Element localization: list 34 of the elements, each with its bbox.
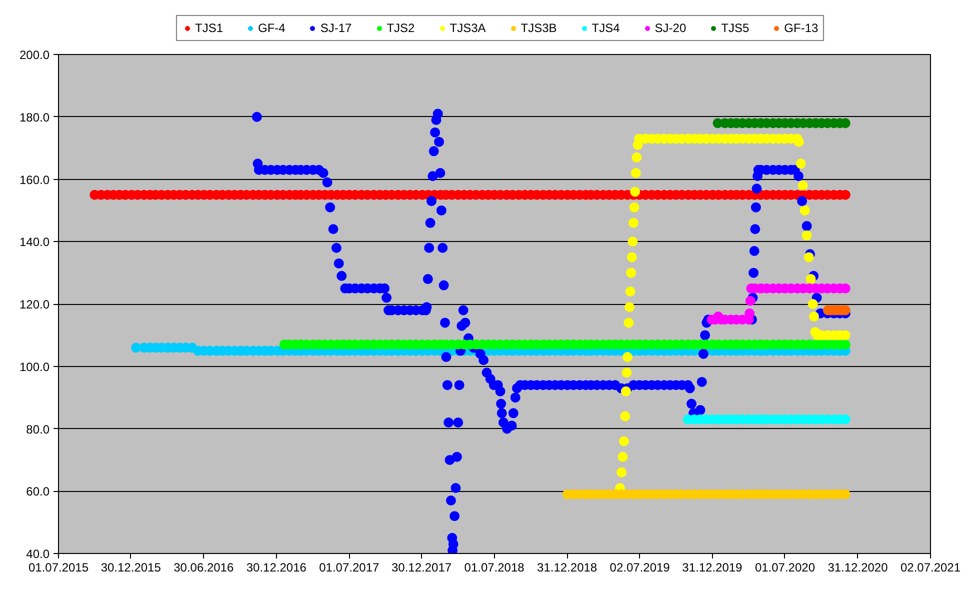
x-tick-label: 01.07.2017 [319, 560, 380, 574]
x-tick-label: 30.12.2017 [392, 560, 452, 574]
x-tick-label: 01.07.2015 [28, 560, 89, 574]
y-tick-label: 120.0 [19, 298, 50, 312]
legend-label: TJS4 [592, 21, 620, 35]
legend-label: TJS2 [386, 21, 415, 35]
x-tick-label: 31.12.2018 [537, 560, 598, 574]
y-tick-label: 140.0 [19, 235, 50, 250]
legend-label: TJS3A [450, 21, 486, 35]
y-tick-label: 60.0 [26, 484, 50, 499]
x-tick-label: 01.07.2020 [754, 560, 816, 574]
y-tick-label: 100.0 [19, 360, 50, 374]
x-tick-label: 31.12.2019 [682, 560, 743, 574]
x-tick-label: 01.07.2018 [464, 560, 525, 574]
y-tick-label: 180.0 [19, 110, 50, 124]
legend-label: TJS1 [195, 21, 224, 35]
legend-label: TJS3B [520, 21, 557, 35]
y-tick-label: 200.0 [19, 48, 50, 62]
y-tick-label: 40.0 [26, 547, 50, 561]
y-tick-label: 80.0 [26, 422, 50, 436]
legend-label: GF-4 [258, 21, 286, 35]
legend-label: TJS5 [721, 21, 750, 35]
x-tick-label: 30.06.2016 [174, 560, 234, 574]
point [745, 296, 756, 306]
x-tick-label: 02.07.2021 [900, 560, 961, 574]
point [744, 308, 755, 318]
x-tick-label: 02.07.2019 [610, 560, 670, 574]
legend-label: SJ-17 [320, 21, 352, 35]
legend-label: SJ-20 [654, 21, 686, 35]
x-tick-label: 30.12.2016 [246, 560, 307, 574]
x-tick-label: 30.12.2015 [100, 560, 162, 574]
y-tick-label: 160.0 [19, 172, 50, 187]
x-tick-label: 31.12.2020 [828, 560, 888, 574]
legend-label: GF-13 [784, 21, 818, 35]
